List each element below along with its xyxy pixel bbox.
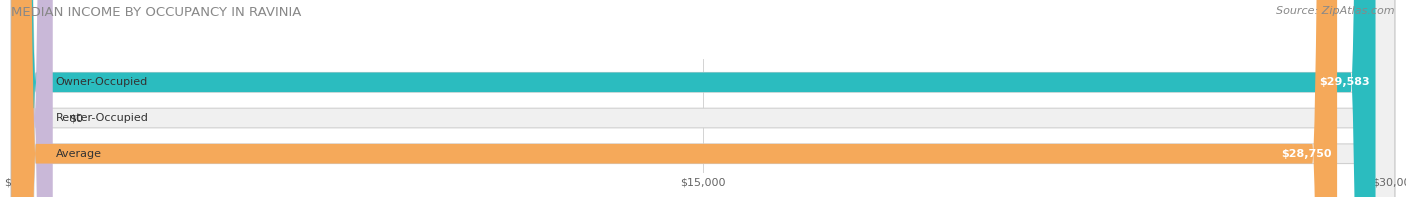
Text: Source: ZipAtlas.com: Source: ZipAtlas.com	[1277, 6, 1395, 16]
FancyBboxPatch shape	[11, 0, 1375, 197]
FancyBboxPatch shape	[11, 0, 1395, 197]
Text: MEDIAN INCOME BY OCCUPANCY IN RAVINIA: MEDIAN INCOME BY OCCUPANCY IN RAVINIA	[11, 6, 302, 19]
FancyBboxPatch shape	[11, 0, 53, 197]
Text: Renter-Occupied: Renter-Occupied	[55, 113, 149, 123]
Text: $0: $0	[69, 113, 83, 123]
Text: Owner-Occupied: Owner-Occupied	[55, 77, 148, 87]
Text: $29,583: $29,583	[1319, 77, 1369, 87]
Text: Average: Average	[55, 149, 101, 159]
FancyBboxPatch shape	[11, 0, 1395, 197]
Text: $28,750: $28,750	[1281, 149, 1331, 159]
FancyBboxPatch shape	[11, 0, 1337, 197]
FancyBboxPatch shape	[11, 0, 1395, 197]
